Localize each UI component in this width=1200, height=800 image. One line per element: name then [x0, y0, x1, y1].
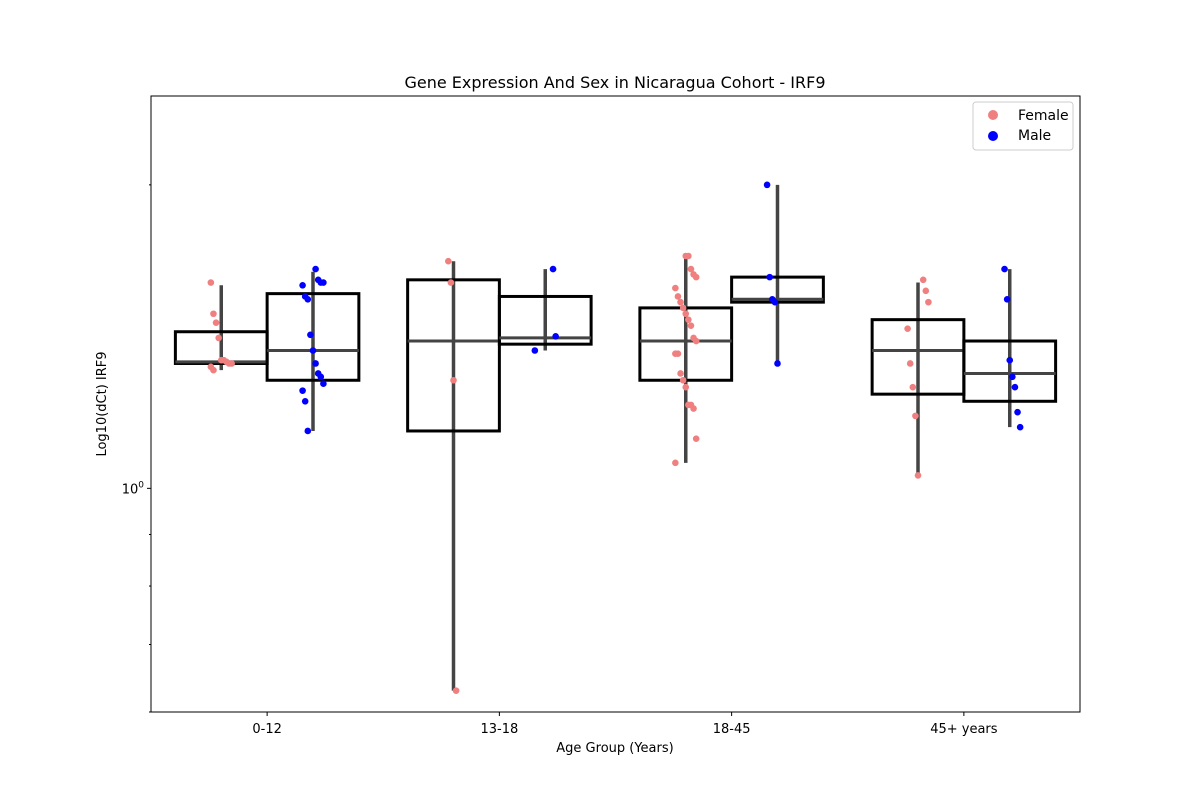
- data-point-female: [679, 376, 687, 384]
- legend-female-label: Female: [1018, 108, 1069, 124]
- data-point-male: [1003, 295, 1011, 303]
- x-axis-label: Age Group (Years): [556, 741, 673, 756]
- data-point-female: [912, 412, 919, 420]
- chart-title: Gene Expression And Sex in Nicaragua Coh…: [404, 73, 825, 92]
- x-tick-label: 13-18: [480, 722, 518, 737]
- y-axis-label: Log10(dCt) IRF9: [95, 351, 110, 456]
- data-point-female: [445, 257, 452, 265]
- data-point-male: [299, 387, 306, 394]
- x-tick-label: 0-12: [252, 722, 282, 737]
- data-point-male: [309, 347, 317, 354]
- legend-female-marker: [988, 110, 998, 120]
- x-tick-label: 45+ years: [930, 722, 998, 737]
- data-point-female: [210, 366, 217, 374]
- data-point-female: [677, 370, 684, 377]
- data-point-male: [1014, 408, 1021, 416]
- data-point-male: [317, 373, 325, 381]
- data-point-female: [215, 334, 222, 342]
- data-point-female: [904, 325, 911, 332]
- axes-frame: [150, 95, 1081, 713]
- data-point-male: [312, 360, 319, 367]
- x-tick-label: 18-45: [713, 722, 751, 737]
- data-point-female: [919, 276, 927, 284]
- data-point-female: [682, 310, 690, 318]
- data-point-male: [549, 265, 557, 273]
- data-point-female: [685, 316, 692, 323]
- legend-male-label: Male: [1018, 128, 1051, 144]
- data-point-male: [1016, 423, 1024, 431]
- data-point-male: [763, 181, 771, 189]
- data-point-female: [672, 284, 679, 292]
- box-male: [497, 294, 593, 346]
- data-point-male: [531, 347, 539, 354]
- data-point-female: [692, 337, 700, 345]
- x-axis: 0-12 13-18 18-45 45+ years: [252, 712, 998, 737]
- data-point-female: [447, 279, 455, 286]
- data-point-female: [450, 376, 457, 384]
- data-point-male: [312, 265, 319, 273]
- data-point-female: [677, 298, 684, 306]
- data-point-female: [687, 265, 695, 273]
- plot-area: [173, 181, 1058, 694]
- data-point-male: [552, 333, 559, 340]
- y-tick-label: 100: [122, 480, 145, 497]
- y-axis: 100: [122, 184, 151, 713]
- data-point-female: [674, 350, 682, 358]
- data-point-male: [299, 282, 306, 289]
- data-point-female: [692, 273, 700, 281]
- data-point-female: [212, 319, 220, 326]
- data-point-female: [914, 472, 922, 479]
- legend: Female Male: [972, 101, 1074, 151]
- data-point-male: [304, 295, 312, 303]
- data-point-male: [1011, 383, 1019, 391]
- data-point-female: [687, 322, 695, 329]
- box-male: [962, 339, 1058, 403]
- data-point-female: [690, 405, 697, 412]
- data-point-female: [674, 293, 682, 300]
- data-point-male: [320, 380, 327, 387]
- box-female: [406, 278, 501, 433]
- legend-frame: [972, 101, 1074, 151]
- data-point-male: [1006, 356, 1014, 364]
- data-point-female: [909, 383, 917, 391]
- data-point-female: [925, 298, 932, 306]
- data-point-male: [1009, 373, 1016, 381]
- data-point-female: [922, 287, 930, 295]
- data-point-male: [771, 298, 779, 306]
- data-point-female: [672, 459, 679, 467]
- data-point-female: [452, 687, 460, 694]
- data-point-male: [1001, 265, 1008, 273]
- data-point-male: [307, 331, 314, 339]
- data-point-female: [685, 252, 692, 260]
- data-point-female: [210, 310, 217, 318]
- data-point-male: [774, 360, 781, 367]
- box-male: [265, 292, 361, 382]
- data-point-female: [906, 360, 914, 367]
- data-point-female: [679, 304, 687, 312]
- data-point-male: [304, 427, 312, 435]
- legend-male-marker: [988, 131, 998, 141]
- data-point-female: [682, 383, 690, 391]
- data-point-female: [692, 435, 700, 443]
- data-point-male: [320, 279, 327, 286]
- data-point-female: [228, 360, 235, 367]
- data-point-male: [766, 273, 773, 281]
- data-point-male: [301, 397, 309, 405]
- data-point-female: [207, 279, 215, 286]
